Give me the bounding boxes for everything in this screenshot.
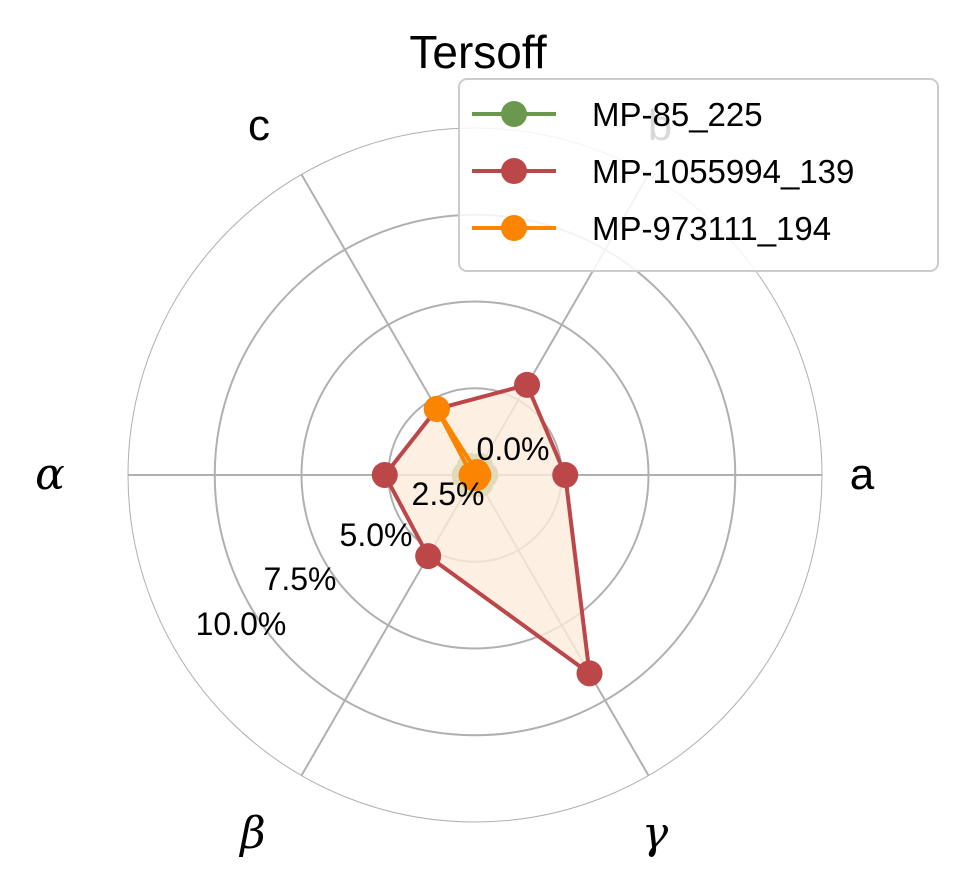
legend-marker xyxy=(501,101,527,127)
legend: MP-85_225 MP-1055994_139 MP-973111_194 xyxy=(458,78,939,272)
legend-frame xyxy=(458,78,939,272)
legend-marker xyxy=(501,215,527,241)
radial-tick-label: 2.5% xyxy=(412,476,485,512)
category-label: α xyxy=(35,449,65,500)
chart-title: Tersoff xyxy=(409,26,546,78)
radial-tick-label: 0.0% xyxy=(477,431,550,467)
data-point xyxy=(514,371,541,398)
legend-label: MP-1055994_139 xyxy=(592,153,854,190)
data-point xyxy=(415,543,442,570)
category-label: γ xyxy=(642,808,669,859)
series-layer xyxy=(371,371,603,687)
data-point xyxy=(552,462,579,488)
series-MP-973111_194 xyxy=(423,395,492,492)
legend-entry: MP-1055994_139 xyxy=(472,153,854,190)
data-point xyxy=(463,465,490,492)
legend-label: MP-973111_194 xyxy=(592,210,831,247)
category-label: c xyxy=(248,101,270,150)
radial-tick-label: 7.5% xyxy=(264,561,337,597)
legend-entry: MP-973111_194 xyxy=(472,210,831,247)
series-area xyxy=(384,384,590,674)
category-label: β xyxy=(238,808,265,859)
data-point xyxy=(423,395,450,422)
legend-entry: MP-85_225 xyxy=(472,96,763,133)
data-point xyxy=(576,660,603,687)
legend-marker xyxy=(501,158,527,184)
legend-label: MP-85_225 xyxy=(592,96,763,133)
radial-tick-label: 5.0% xyxy=(340,517,413,553)
radial-tick-label: 10.0% xyxy=(196,606,287,642)
data-point xyxy=(371,462,398,488)
category-label: a xyxy=(850,450,875,499)
